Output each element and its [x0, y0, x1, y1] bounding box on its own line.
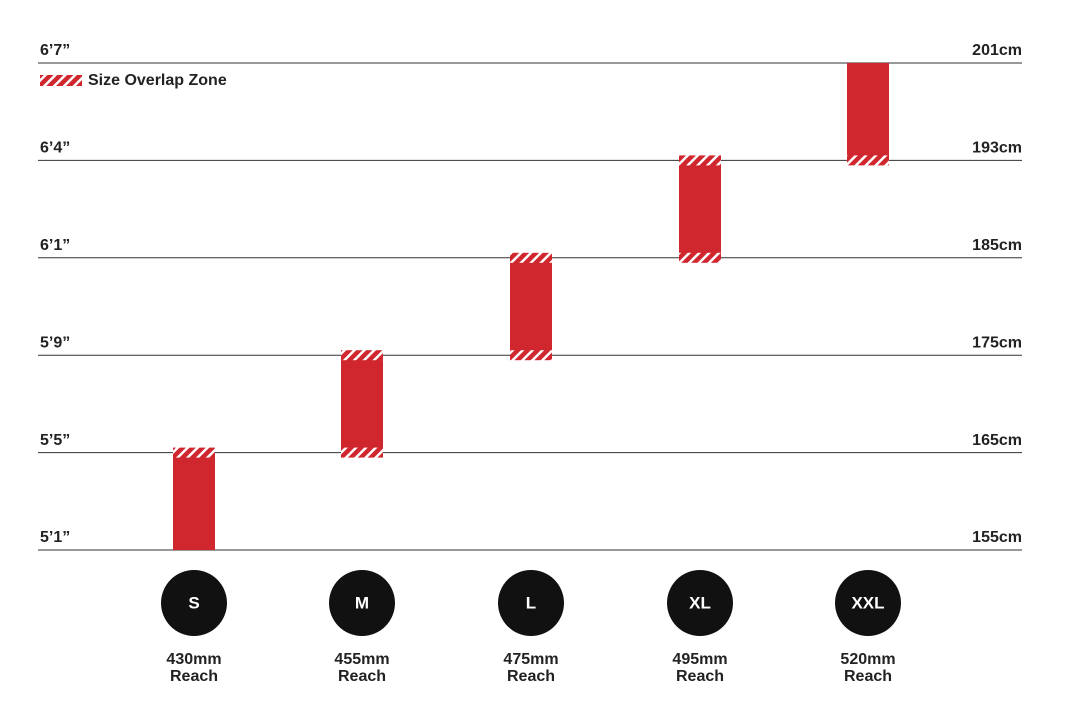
- y-tick-label: 5’1”: [40, 529, 70, 546]
- size-badge: [667, 570, 733, 636]
- y-tick-label: 5’5”: [40, 432, 70, 449]
- reach-label: Reach: [170, 668, 218, 685]
- y2-tick-label: 201cm: [972, 42, 1022, 59]
- y-tick-label: 6’1”: [40, 237, 70, 254]
- size-badge: [835, 570, 901, 636]
- y2-tick-label: 185cm: [972, 237, 1022, 254]
- range-bar: [341, 355, 383, 453]
- range-bar: [847, 63, 889, 161]
- size-badge: [329, 570, 395, 636]
- size-label: M: [355, 593, 369, 612]
- y-tick-label: 6’4”: [40, 140, 70, 157]
- range-bar: [679, 160, 721, 258]
- overlap-zone: [341, 447, 383, 458]
- reach-value: 495mm: [672, 651, 727, 668]
- legend-label: Size Overlap Zone: [88, 72, 227, 89]
- reach-label: Reach: [676, 668, 724, 685]
- overlap-zone: [679, 155, 721, 166]
- size-badge: [161, 570, 227, 636]
- y2-tick-label: 193cm: [972, 140, 1022, 157]
- overlap-zone: [510, 350, 552, 361]
- reach-label: Reach: [338, 668, 386, 685]
- y2-tick-label: 175cm: [972, 334, 1022, 351]
- reach-label: Reach: [507, 668, 555, 685]
- reach-value: 520mm: [840, 651, 895, 668]
- y2-tick-label: 165cm: [972, 432, 1022, 449]
- y2-tick-label: 155cm: [972, 529, 1022, 546]
- range-bar: [510, 257, 552, 356]
- overlap-zone: [510, 252, 552, 263]
- y-tick-label: 6’7”: [40, 42, 70, 59]
- y-tick-label: 5’9”: [40, 334, 70, 351]
- overlap-zone: [679, 252, 721, 263]
- reach-label: Reach: [844, 668, 892, 685]
- size-label: XL: [689, 593, 711, 612]
- overlap-zone: [173, 447, 215, 458]
- size-label: XXL: [851, 593, 884, 612]
- size-label: S: [188, 593, 199, 612]
- size-label: L: [526, 593, 536, 612]
- overlap-zone: [341, 350, 383, 361]
- reach-value: 430mm: [166, 651, 221, 668]
- legend-swatch: [40, 75, 82, 86]
- range-bar: [173, 452, 215, 550]
- reach-value: 455mm: [334, 651, 389, 668]
- size-badge: [498, 570, 564, 636]
- overlap-zone: [847, 155, 889, 166]
- reach-value: 475mm: [503, 651, 558, 668]
